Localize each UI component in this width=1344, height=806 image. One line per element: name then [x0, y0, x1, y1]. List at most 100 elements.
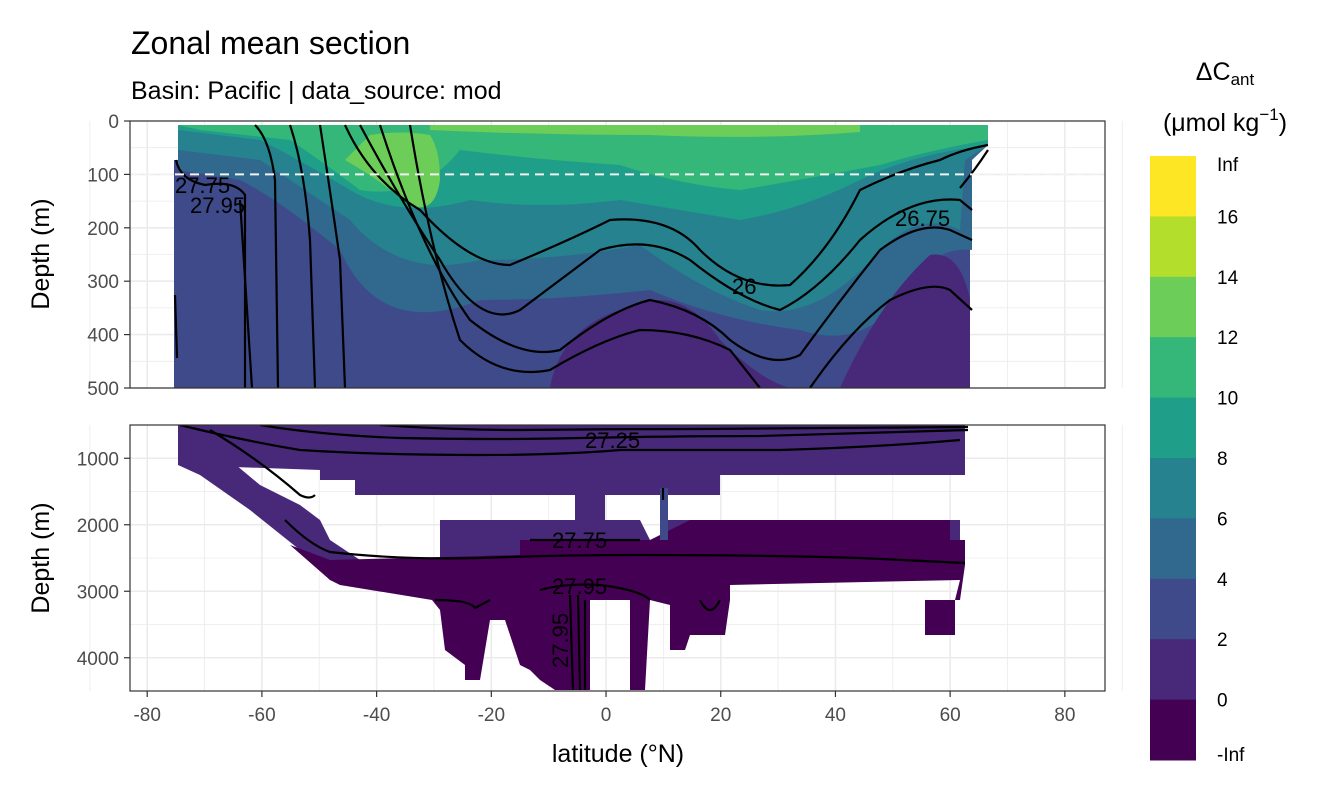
upper-contour-line [318, 124, 347, 388]
upper-field-band-12-14 [345, 132, 440, 208]
upper-field-band-0-2-north [840, 254, 970, 388]
y-tick-label: 400 [87, 326, 119, 347]
color-legend: ΔCant (μmol kg−1) Inf 16 14 12 10 8 6 4 2 0 -Inf [1150, 58, 1287, 766]
y-tick-label: 100 [87, 165, 119, 186]
upper-field-band-0-2-equatorial [550, 300, 790, 388]
x-tick-label: -40 [363, 705, 390, 726]
x-tick-label: 0 [601, 705, 612, 726]
legend-label: -Inf [1217, 745, 1245, 766]
y-tick-label: 300 [87, 272, 119, 293]
y-tick-label: 1000 [77, 449, 119, 470]
upper-contour-line [238, 199, 254, 388]
chart-title: Zonal mean section [131, 25, 410, 61]
legend-unit: (μmol kg−1) [1163, 105, 1287, 137]
legend-label: 14 [1217, 268, 1239, 289]
legend-swatch [1150, 397, 1196, 459]
lower-panel-contours [179, 425, 969, 691]
legend-swatches [1150, 156, 1196, 761]
upper-contour-line [359, 124, 973, 316]
contour-label: 27.75 [552, 528, 607, 553]
x-tick-label: 80 [1054, 705, 1075, 726]
y-tick-label: 4000 [77, 649, 119, 670]
legend-label: 0 [1217, 691, 1228, 712]
legend-title-main: ΔC [1196, 58, 1231, 86]
legend-unit-prefix: (μmol kg [1163, 109, 1259, 137]
x-tick-label: 60 [940, 705, 961, 726]
lower-panel-field [178, 425, 965, 690]
lower-panel-border [129, 424, 1106, 692]
legend-label: 12 [1217, 328, 1238, 349]
lower-contour-line [434, 598, 491, 610]
upper-contour-line [809, 285, 973, 388]
contour-label: 27.25 [585, 428, 640, 453]
y-axis-title-lower: Depth (m) [27, 502, 55, 613]
legend-swatch [1150, 458, 1196, 519]
legend-label: 2 [1217, 630, 1228, 651]
upper-contour-line [959, 149, 989, 189]
legend-swatch [1150, 156, 1196, 217]
x-axis: -80 -60 -40 -20 0 20 40 60 80 [133, 691, 1075, 726]
y-axis-title-upper: Depth (m) [27, 198, 55, 309]
upper-contour-line [378, 124, 973, 362]
lower-contour-line [699, 599, 721, 612]
upper-panel-contours [173, 124, 989, 388]
upper-y-axis: 0 100 200 300 400 500 [87, 112, 130, 400]
upper-contour-line [254, 124, 280, 388]
legend-unit-suffix: ) [1279, 109, 1287, 137]
lower-field-band-below-0 [290, 520, 965, 690]
y-tick-label: 500 [87, 379, 119, 400]
lower-contour-line [576, 594, 582, 691]
contour-label: 27.95 [190, 193, 245, 218]
legend-label: Inf [1217, 155, 1239, 176]
chart-subtitle: Basin: Pacific | data_source: mod [131, 77, 502, 105]
lower-contour-line [379, 425, 969, 432]
legend-label: 4 [1217, 570, 1228, 591]
y-tick-label: 200 [87, 219, 119, 240]
lower-y-axis: 1000 2000 3000 4000 [77, 449, 130, 670]
lower-contour-line [284, 519, 966, 565]
x-tick-label: -60 [248, 705, 275, 726]
contour-label: 27.75 [175, 173, 230, 198]
x-axis-title: latitude (°N) [552, 740, 684, 768]
lower-contour-labels: 27.25 27.75 27.95 27.95 [548, 428, 640, 668]
legend-swatch [1150, 518, 1196, 580]
legend-unit-exponent: −1 [1259, 105, 1278, 124]
y-tick-label: 3000 [77, 582, 119, 603]
lower-contour-line [209, 429, 316, 499]
contour-label: 26.75 [895, 206, 950, 231]
legend-swatch [1150, 337, 1196, 399]
legend-label: 10 [1217, 389, 1238, 410]
lower-contour-line [539, 583, 651, 601]
legend-swatch [1150, 578, 1196, 640]
legend-title-subscript: ant [1231, 70, 1255, 89]
lower-contour-line [259, 425, 969, 441]
lower-panel: 27.25 27.75 27.95 27.95 1000 2000 3000 4000 [77, 424, 1123, 692]
x-tick-label: -20 [478, 705, 505, 726]
upper-contour-line [173, 294, 179, 359]
legend-label: 8 [1217, 449, 1228, 470]
y-tick-label: 0 [108, 112, 119, 133]
lower-contour-line [179, 425, 961, 457]
upper-contour-line [408, 124, 761, 388]
upper-panel-field [174, 125, 988, 388]
legend-labels: Inf 16 14 12 10 8 6 4 2 0 -Inf [1217, 155, 1245, 766]
contour-label: 27.95 [548, 613, 573, 668]
lower-field-band-0-2 [178, 425, 965, 495]
upper-panel-border [129, 120, 1106, 389]
upper-field-band-12-14-surface [430, 125, 860, 137]
lower-contour-line [568, 594, 575, 691]
legend-swatch [1150, 216, 1196, 278]
lower-field-band-2-4-spike [660, 488, 668, 540]
x-tick-label: 40 [825, 705, 846, 726]
legend-swatch [1150, 276, 1196, 338]
legend-swatch [1150, 699, 1196, 761]
legend-title: ΔCant [1196, 58, 1255, 89]
lower-field-band-0-2-pillar [575, 490, 605, 520]
upper-contour-line [288, 124, 317, 388]
legend-swatch [1150, 639, 1196, 701]
legend-label: 16 [1217, 207, 1238, 228]
upper-contour-line [174, 159, 247, 388]
